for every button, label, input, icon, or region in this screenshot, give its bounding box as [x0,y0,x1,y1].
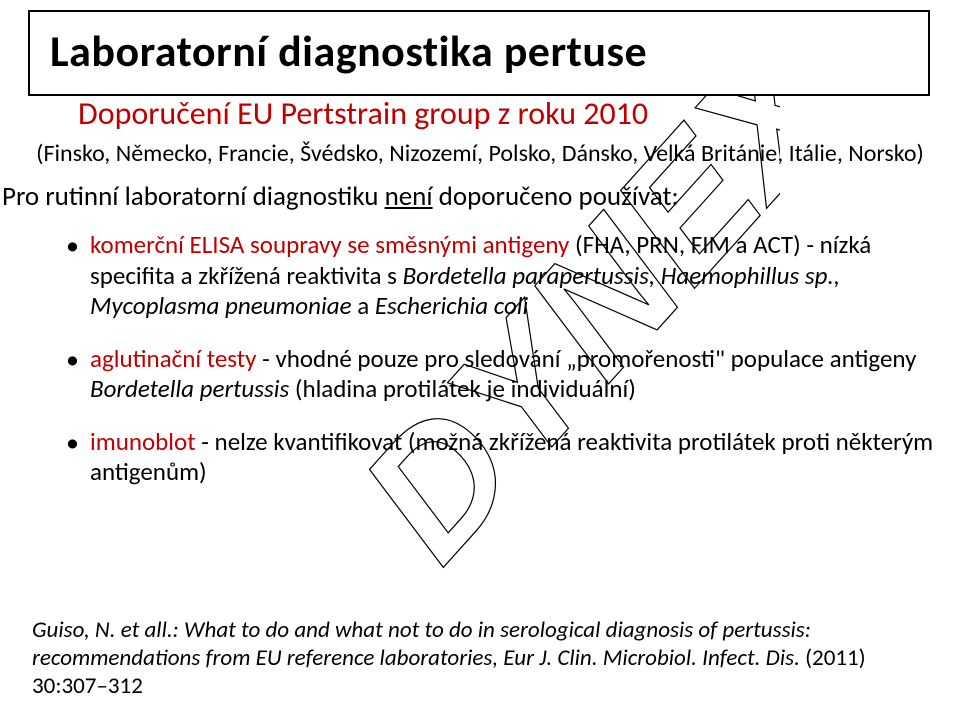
list-item: komerční ELISA soupravy se směsnými anti… [62,230,938,322]
bullet-label: aglutinační testy [90,343,262,374]
citation: Guiso, N. et all.: What to do and what n… [32,616,932,700]
bullet-list: komerční ELISA soupravy se směsnými anti… [62,230,938,510]
page-title: Laboratorní diagnostika pertuse [50,24,908,78]
intro-line: Pro rutinní laboratorní diagnostiku není… [2,180,679,213]
bullet-italic: Bordetella pertussis [90,373,295,404]
bullet-rest: - nelze kvantifikovat (možná zkřížená re… [90,426,933,488]
subtitle: Doporučení EU Pertstrain group z roku 20… [78,94,648,133]
bullet-italic2: Escherichia coli [375,290,528,321]
bullet-rest2: (hladina protilátek je individuální) [295,373,636,404]
bullet-rest: - vhodné pouze pro sledování „promořenos… [262,343,916,374]
countries-list: (Finsko, Německo, Francie, Švédsko, Nizo… [0,139,960,168]
bullet-label: komerční ELISA soupravy se směsnými anti… [90,229,575,260]
list-item: aglutinační testy - vhodné pouze pro sle… [62,344,938,405]
bullet-rest2: a [357,290,375,321]
intro-prefix: Pro rutinní laboratorní diagnostiku [2,180,385,213]
title-box: Laboratorní diagnostika pertuse [28,10,930,96]
bullet-label: imunoblot [90,426,201,457]
citation-author: Guiso, N. et all.: [32,616,184,644]
list-item: imunoblot - nelze kvantifikovat (možná z… [62,427,938,488]
intro-underline: není [385,180,433,213]
intro-suffix: doporučeno používat: [433,180,679,213]
